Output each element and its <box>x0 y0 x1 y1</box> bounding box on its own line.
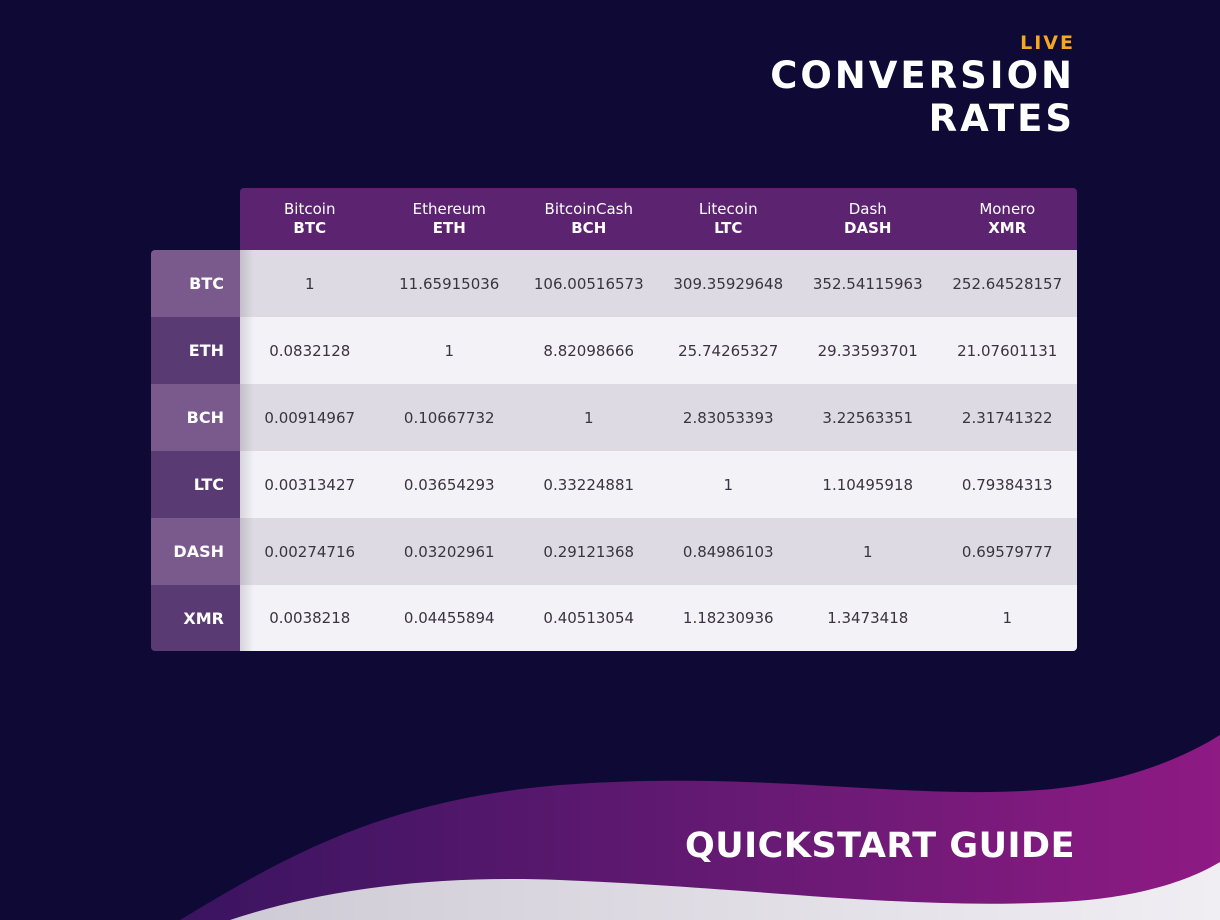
table-cell: 11.65915036 <box>399 274 500 293</box>
table-cell: 0.00274716 <box>264 542 356 561</box>
table-cell: 0.10667732 <box>403 408 495 427</box>
conversion-rates-table: Bitcoin BTC Ethereum ETH BitcoinCash BCH… <box>151 188 1077 651</box>
table-cell: 0.29121368 <box>543 542 635 561</box>
table-cell: 0.0038218 <box>269 609 351 627</box>
table-body: BTC 1 11.65915036 106.00516573 309.35929… <box>151 250 1077 651</box>
table-cell: 252.64528157 <box>952 274 1063 293</box>
table-cell: 1 <box>444 341 455 360</box>
column-code: XMR <box>988 219 1027 237</box>
column-code: LTC <box>714 219 743 237</box>
table-cell: 0.69579777 <box>961 542 1053 561</box>
live-label: LIVE <box>1020 32 1075 54</box>
table-cell: 1 <box>723 475 734 494</box>
table-cell: 29.33593701 <box>817 341 918 360</box>
column-header-ltc: Litecoin LTC <box>659 188 799 250</box>
page-title: CONVERSION RATES <box>770 54 1075 140</box>
table-cell: 0.03654293 <box>403 475 495 494</box>
column-header-row: Bitcoin BTC Ethereum ETH BitcoinCash BCH… <box>240 188 1077 250</box>
table-cell: 0.79384313 <box>961 475 1053 494</box>
column-header-dash: Dash DASH <box>798 188 938 250</box>
table-cell: 0.84986103 <box>682 542 774 561</box>
table-cell: 0.40513054 <box>543 609 635 627</box>
table-cell: 0.04455894 <box>403 609 495 627</box>
row-label: XMR <box>151 585 254 651</box>
column-name: Dash <box>848 200 887 218</box>
row-cells: 0.00313427 0.03654293 0.33224881 1 1.104… <box>240 451 1077 518</box>
row-label: DASH <box>151 518 254 585</box>
table-row: BCH 0.00914967 0.10667732 1 2.83053393 3… <box>151 384 1077 451</box>
row-label: ETH <box>151 317 254 384</box>
table-cell: 1 <box>1002 609 1013 627</box>
table-row: DASH 0.00274716 0.03202961 0.29121368 0.… <box>151 518 1077 585</box>
column-name: BitcoinCash <box>544 200 633 218</box>
table-row: BTC 1 11.65915036 106.00516573 309.35929… <box>151 250 1077 317</box>
column-header-bch: BitcoinCash BCH <box>519 188 659 250</box>
row-label: BCH <box>151 384 254 451</box>
table-cell: 1.18230936 <box>682 609 774 627</box>
wave-grey <box>230 862 1220 920</box>
table-cell: 0.33224881 <box>543 475 635 494</box>
table-cell: 21.07601131 <box>957 341 1058 360</box>
row-label: LTC <box>151 451 254 518</box>
row-cells: 0.00274716 0.03202961 0.29121368 0.84986… <box>240 518 1077 585</box>
quickstart-guide-title: QUICKSTART GUIDE <box>684 826 1075 866</box>
table-cell: 2.31741322 <box>961 408 1053 427</box>
table-cell: 352.54115963 <box>812 274 923 293</box>
table-cell: 8.82098666 <box>543 341 635 360</box>
column-code: ETH <box>432 219 466 237</box>
table-cell: 0.03202961 <box>403 542 495 561</box>
column-code: BCH <box>571 219 607 237</box>
table-cell: 1 <box>862 542 873 561</box>
page-heading: LIVE CONVERSION RATES <box>770 32 1075 140</box>
table-cell: 0.00313427 <box>264 475 356 494</box>
row-cells: 1 11.65915036 106.00516573 309.35929648 … <box>240 250 1077 317</box>
wave-purple <box>180 735 1220 920</box>
table-cell: 0.00914967 <box>264 408 356 427</box>
column-name: Ethereum <box>412 200 486 218</box>
table-cell: 0.0832128 <box>269 341 351 360</box>
table-cell: 106.00516573 <box>533 274 644 293</box>
row-cells: 0.0832128 1 8.82098666 25.74265327 29.33… <box>240 317 1077 384</box>
column-header-btc: Bitcoin BTC <box>240 188 380 250</box>
table-cell: 1 <box>304 274 315 293</box>
table-cell: 1 <box>583 408 594 427</box>
column-header-eth: Ethereum ETH <box>380 188 520 250</box>
table-row: XMR 0.0038218 0.04455894 0.40513054 1.18… <box>151 585 1077 651</box>
row-cells: 0.0038218 0.04455894 0.40513054 1.182309… <box>240 585 1077 651</box>
table-cell: 3.22563351 <box>822 408 914 427</box>
table-cell: 1.3473418 <box>827 609 909 627</box>
row-label: BTC <box>151 250 254 317</box>
table-cell: 2.83053393 <box>682 408 774 427</box>
table-cell: 309.35929648 <box>673 274 784 293</box>
column-name: Bitcoin <box>284 200 336 218</box>
table-row: LTC 0.00313427 0.03654293 0.33224881 1 1… <box>151 451 1077 518</box>
table-cell: 25.74265327 <box>678 341 779 360</box>
table-row: ETH 0.0832128 1 8.82098666 25.74265327 2… <box>151 317 1077 384</box>
column-name: Monero <box>979 200 1036 218</box>
column-header-xmr: Monero XMR <box>938 188 1078 250</box>
table-cell: 1.10495918 <box>822 475 914 494</box>
column-code: BTC <box>293 219 327 237</box>
column-code: DASH <box>844 219 892 237</box>
row-cells: 0.00914967 0.10667732 1 2.83053393 3.225… <box>240 384 1077 451</box>
column-name: Litecoin <box>698 200 758 218</box>
